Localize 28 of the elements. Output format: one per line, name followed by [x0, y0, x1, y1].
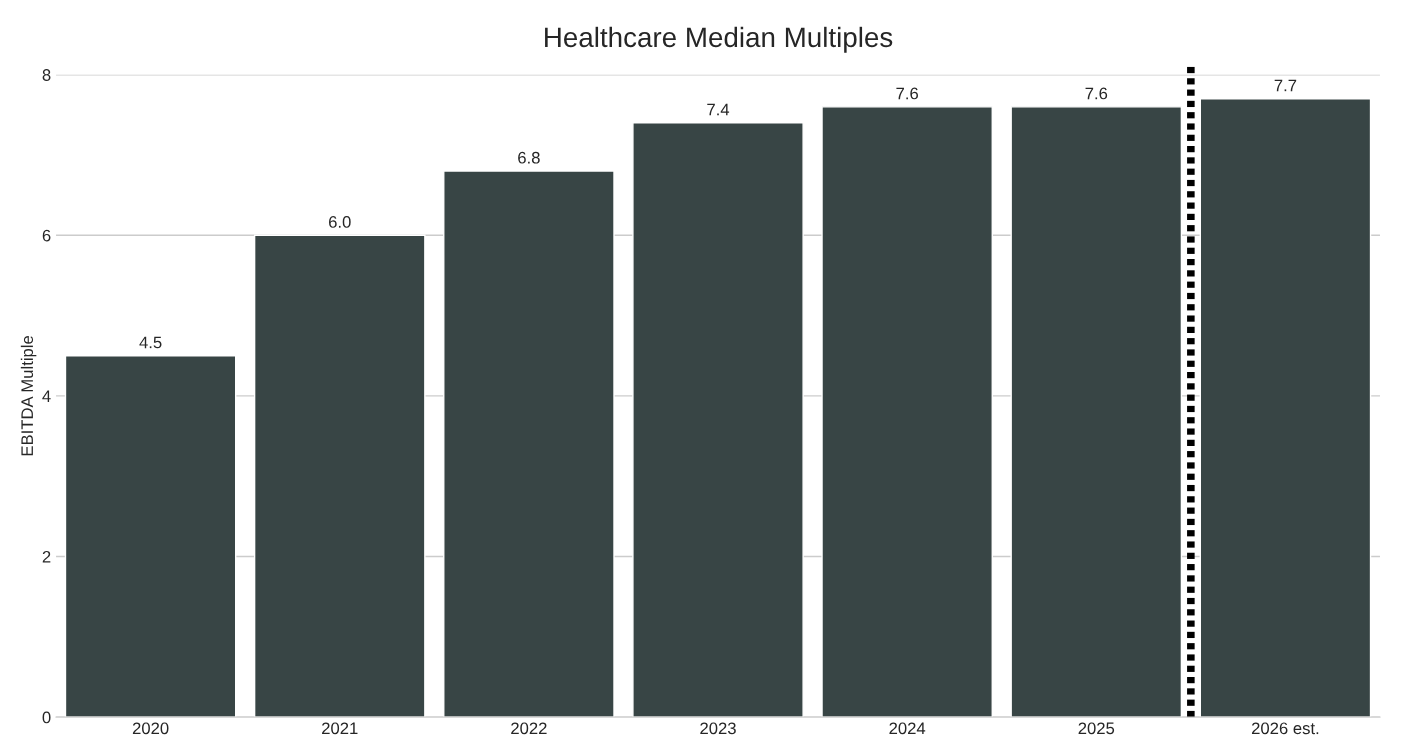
bar	[64, 355, 237, 718]
bar	[632, 122, 804, 718]
data-label: 6.0	[329, 216, 351, 228]
bar	[1199, 98, 1372, 718]
x-tick-label: 2025	[1078, 722, 1115, 735]
data-label: 7.6	[1085, 87, 1108, 100]
chart-title: Healthcare Median Multiples	[545, 26, 893, 53]
data-label: 7.4	[707, 103, 730, 116]
bar	[253, 234, 426, 718]
bar	[821, 106, 993, 718]
y-axis-title: EBITDA Multiple	[20, 335, 37, 456]
x-tick-label: 2023	[700, 722, 736, 735]
data-label: 4.5	[139, 336, 162, 349]
data-label: 7.7	[1274, 79, 1297, 92]
y-tick-label: 2	[42, 550, 51, 563]
x-tick-label: 2024	[889, 722, 926, 735]
x-tick-label: 2021	[322, 722, 358, 735]
bar	[1010, 106, 1183, 718]
data-label: 6.8	[518, 151, 540, 164]
x-tick-label: 2020	[132, 722, 169, 735]
y-tick-label: 6	[42, 229, 51, 242]
bar	[443, 170, 615, 718]
y-tick-label: 0	[42, 711, 51, 724]
y-tick-label: 8	[42, 69, 51, 81]
data-label: 7.6	[896, 87, 918, 100]
y-tick-label: 4	[42, 390, 51, 402]
x-tick-label: 2022	[511, 722, 547, 735]
x-tick-label: 2026 est.	[1251, 722, 1319, 735]
